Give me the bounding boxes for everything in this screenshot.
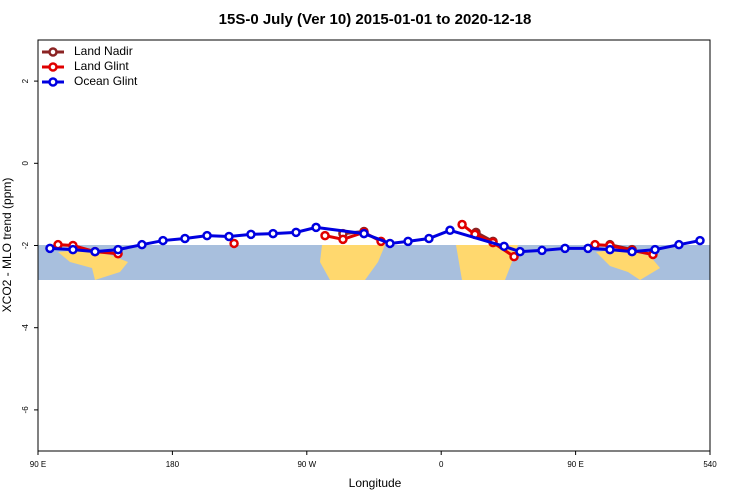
data-point	[90, 246, 100, 257]
y-axis-label: XCO2 - MLO trend (ppm)	[0, 178, 14, 313]
legend-label: Land Glint	[74, 59, 129, 73]
y-tick-label: -6	[21, 406, 30, 414]
data-point	[268, 228, 278, 239]
series-line	[49, 225, 701, 254]
data-point	[695, 235, 705, 246]
data-point	[583, 243, 593, 254]
data-point	[320, 230, 330, 241]
data-point	[229, 238, 239, 249]
data-point	[560, 243, 570, 254]
data-point	[385, 238, 395, 249]
y-tick-label: -4	[21, 324, 30, 332]
data-point	[537, 245, 547, 256]
data-point	[158, 235, 168, 246]
data-point	[674, 239, 684, 250]
y-tick-label: -2	[21, 241, 30, 249]
data-point	[53, 239, 63, 250]
data-point	[403, 236, 413, 247]
data-point	[338, 234, 348, 245]
legend-label: Land Nadir	[74, 44, 133, 58]
data-point	[627, 246, 637, 257]
series-line	[57, 223, 654, 258]
legend-marker	[48, 47, 58, 57]
data-point	[137, 239, 147, 250]
data-point	[605, 244, 615, 255]
data-point	[650, 244, 660, 255]
land	[58, 245, 660, 280]
data-point	[509, 251, 519, 262]
chart-title: 15S-0 July (Ver 10) 2015-01-01 to 2020-1…	[219, 11, 532, 28]
legend-label: Ocean Glint	[74, 74, 138, 88]
x-tick-label: 90 W	[297, 460, 316, 469]
data-point	[68, 244, 78, 255]
data-point	[515, 246, 525, 257]
y-tick-label: 0	[21, 161, 30, 166]
data-point	[291, 227, 301, 238]
x-tick-label: 540	[703, 460, 717, 469]
legend-marker	[48, 77, 58, 87]
x-axis-label: Longitude	[349, 476, 402, 490]
data-point	[499, 241, 509, 252]
data-point	[180, 233, 190, 244]
data-point	[359, 228, 369, 239]
data-point	[113, 244, 123, 255]
y-tick-label: 2	[21, 78, 30, 83]
data-point	[424, 233, 434, 244]
data-point	[224, 231, 234, 242]
legend-marker	[48, 62, 58, 72]
x-tick-label: 0	[439, 460, 444, 469]
data-point	[246, 229, 256, 240]
x-tick-label: 90 E	[567, 460, 583, 469]
data-point	[311, 222, 321, 233]
data-point	[457, 219, 467, 230]
data-point	[45, 243, 55, 254]
data-point	[445, 225, 455, 236]
x-tick-label: 90 E	[30, 460, 46, 469]
x-tick-label: 180	[166, 460, 180, 469]
data-point	[202, 230, 212, 241]
